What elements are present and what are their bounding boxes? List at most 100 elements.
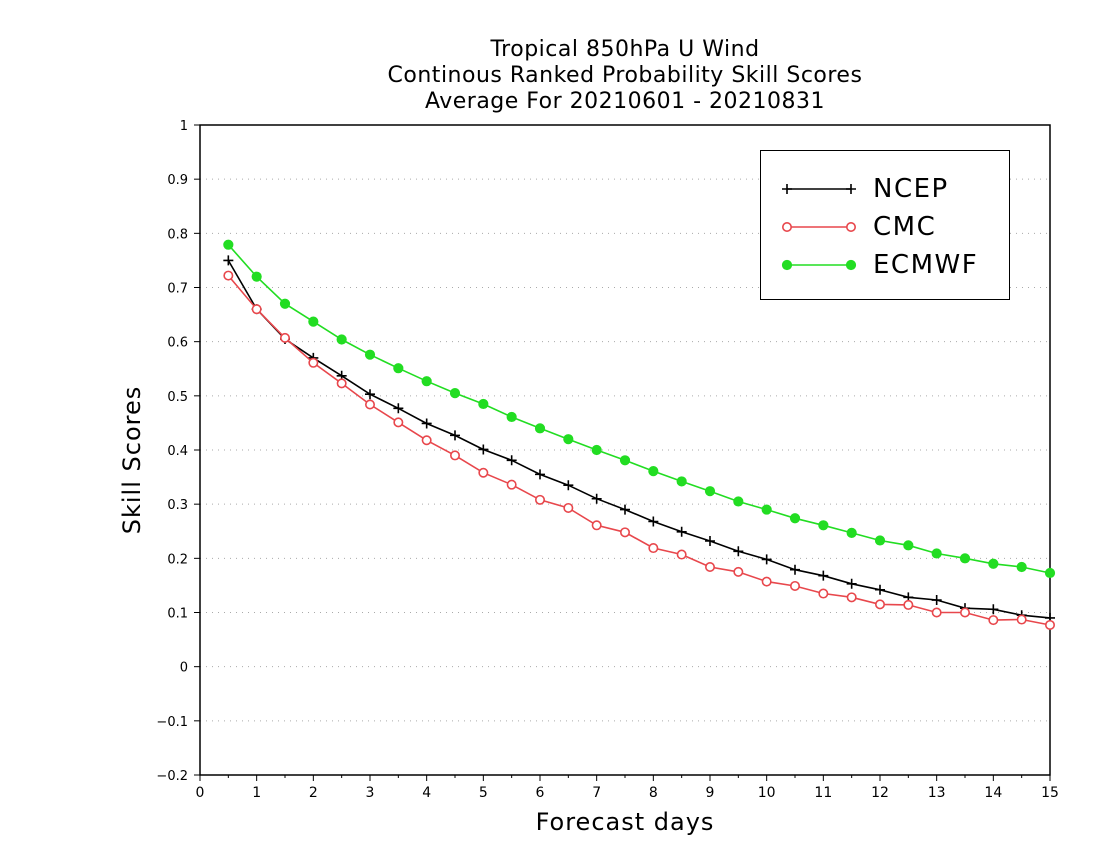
legend-item-cmc: CMC: [761, 209, 1011, 245]
data-point-cmc: [364, 399, 375, 410]
y-tick-label: 0.7: [167, 282, 188, 297]
data-point-ncep: [931, 595, 942, 606]
x-tick-label: 1: [252, 785, 261, 801]
y-tick-label: 0.5: [167, 390, 188, 405]
data-point-cmc: [846, 592, 857, 603]
data-point-cmc: [223, 270, 234, 281]
data-point-ncep: [591, 493, 602, 504]
data-point-cmc: [534, 494, 545, 505]
y-tick-label: 0.3: [167, 498, 188, 513]
legend-marker: [781, 259, 793, 271]
data-point-cmc: [393, 417, 404, 428]
x-tick-label: 14: [984, 785, 1002, 801]
data-point-cmc: [789, 580, 800, 591]
x-tick-label: 3: [366, 785, 375, 801]
data-point-ecmwf: [223, 239, 234, 250]
data-point-ecmwf: [846, 527, 857, 538]
data-point-cmc: [308, 357, 319, 368]
data-point-cmc: [506, 479, 517, 490]
x-tick-label: 9: [706, 785, 715, 801]
data-point-ecmwf: [279, 298, 291, 309]
legend-marker: [845, 259, 857, 271]
x-axis-label: Forecast days: [535, 808, 715, 836]
data-point-ecmwf: [393, 363, 404, 374]
x-tick-label: 12: [871, 785, 889, 801]
data-point-cmc: [874, 599, 885, 610]
legend-item-ncep: NCEP: [761, 171, 1011, 207]
data-point-cmc: [959, 607, 970, 618]
data-point-cmc: [478, 467, 489, 478]
legend-marker: [782, 222, 792, 232]
series-cmc: [223, 270, 1056, 630]
series-ncep: [223, 255, 1055, 623]
data-point-cmc: [903, 599, 914, 610]
data-point-cmc: [676, 549, 687, 560]
data-point-ncep: [450, 430, 460, 441]
data-point-cmc: [648, 543, 659, 554]
data-point-ecmwf: [818, 520, 829, 531]
data-point-cmc: [988, 615, 999, 626]
x-tick-label: 11: [814, 785, 832, 801]
data-point-ecmwf: [619, 455, 631, 466]
y-tick-label: −0.1: [156, 715, 188, 730]
data-point-cmc: [761, 576, 772, 587]
data-point-ecmwf: [308, 316, 319, 327]
data-point-ecmwf: [336, 334, 347, 345]
data-point-ncep: [478, 444, 489, 455]
legend-marker: [782, 184, 792, 194]
data-point-ecmwf: [449, 388, 461, 399]
y-tick-label: 0: [180, 661, 188, 676]
data-point-ncep: [393, 403, 404, 414]
legend-item-ecmwf: ECMWF: [761, 247, 1011, 283]
data-point-ncep: [818, 570, 829, 581]
data-point-ncep: [733, 546, 744, 557]
data-point-ecmwf: [676, 476, 687, 487]
y-tick-label: 0.8: [167, 227, 188, 242]
data-point-cmc: [733, 566, 744, 577]
data-point-ecmwf: [789, 513, 801, 524]
data-point-ecmwf: [874, 535, 886, 546]
data-point-ecmwf: [1016, 561, 1027, 573]
data-point-cmc: [336, 378, 347, 389]
data-point-ncep: [620, 504, 630, 515]
data-point-cmc: [279, 332, 290, 343]
data-point-ncep: [365, 389, 375, 400]
data-point-cmc: [563, 502, 574, 513]
y-axis-label: Skill Scores: [118, 385, 146, 535]
data-point-ncep: [761, 554, 772, 565]
data-point-cmc: [421, 435, 432, 446]
y-tick-label: 0.2: [167, 552, 188, 567]
data-point-ecmwf: [988, 558, 999, 569]
x-tick-label: 15: [1041, 785, 1059, 801]
data-point-cmc: [619, 527, 630, 538]
data-point-ecmwf: [761, 504, 772, 515]
series-line-ncep: [227, 259, 1051, 619]
data-point-ecmwf: [931, 548, 942, 559]
y-tick-label: 1: [180, 119, 188, 134]
x-tick-label: 6: [536, 785, 545, 801]
data-point-cmc: [251, 304, 262, 315]
legend-label-ncep: NCEP: [873, 174, 949, 204]
y-tick-label: 0.4: [167, 444, 188, 459]
chart-title-line-3: Average For 20210601 - 20210831: [424, 89, 826, 114]
data-point-ncep: [535, 469, 545, 480]
legend-marker: [846, 184, 856, 194]
data-point-cmc: [1016, 614, 1027, 625]
data-point-cmc: [591, 520, 602, 531]
data-point-ecmwf: [704, 486, 716, 497]
data-point-ecmwf: [733, 496, 744, 507]
legend-swatch-cmc: [782, 222, 857, 232]
x-tick-label: 7: [592, 785, 601, 801]
chart-title-line-1: Tropical 850hPa U Wind: [490, 37, 760, 62]
data-point-cmc: [1045, 619, 1056, 630]
data-point-ecmwf: [648, 466, 659, 477]
data-point-ncep: [705, 536, 715, 546]
legend-swatch-ecmwf: [781, 259, 857, 271]
x-tick-label: 4: [422, 785, 431, 801]
chart-title-line-2: Continous Ranked Probability Skill Score…: [387, 63, 863, 88]
data-point-ecmwf: [421, 376, 432, 387]
data-point-ecmwf: [506, 411, 517, 423]
legend-marker: [846, 222, 857, 232]
legend-label-cmc: CMC: [873, 212, 937, 242]
